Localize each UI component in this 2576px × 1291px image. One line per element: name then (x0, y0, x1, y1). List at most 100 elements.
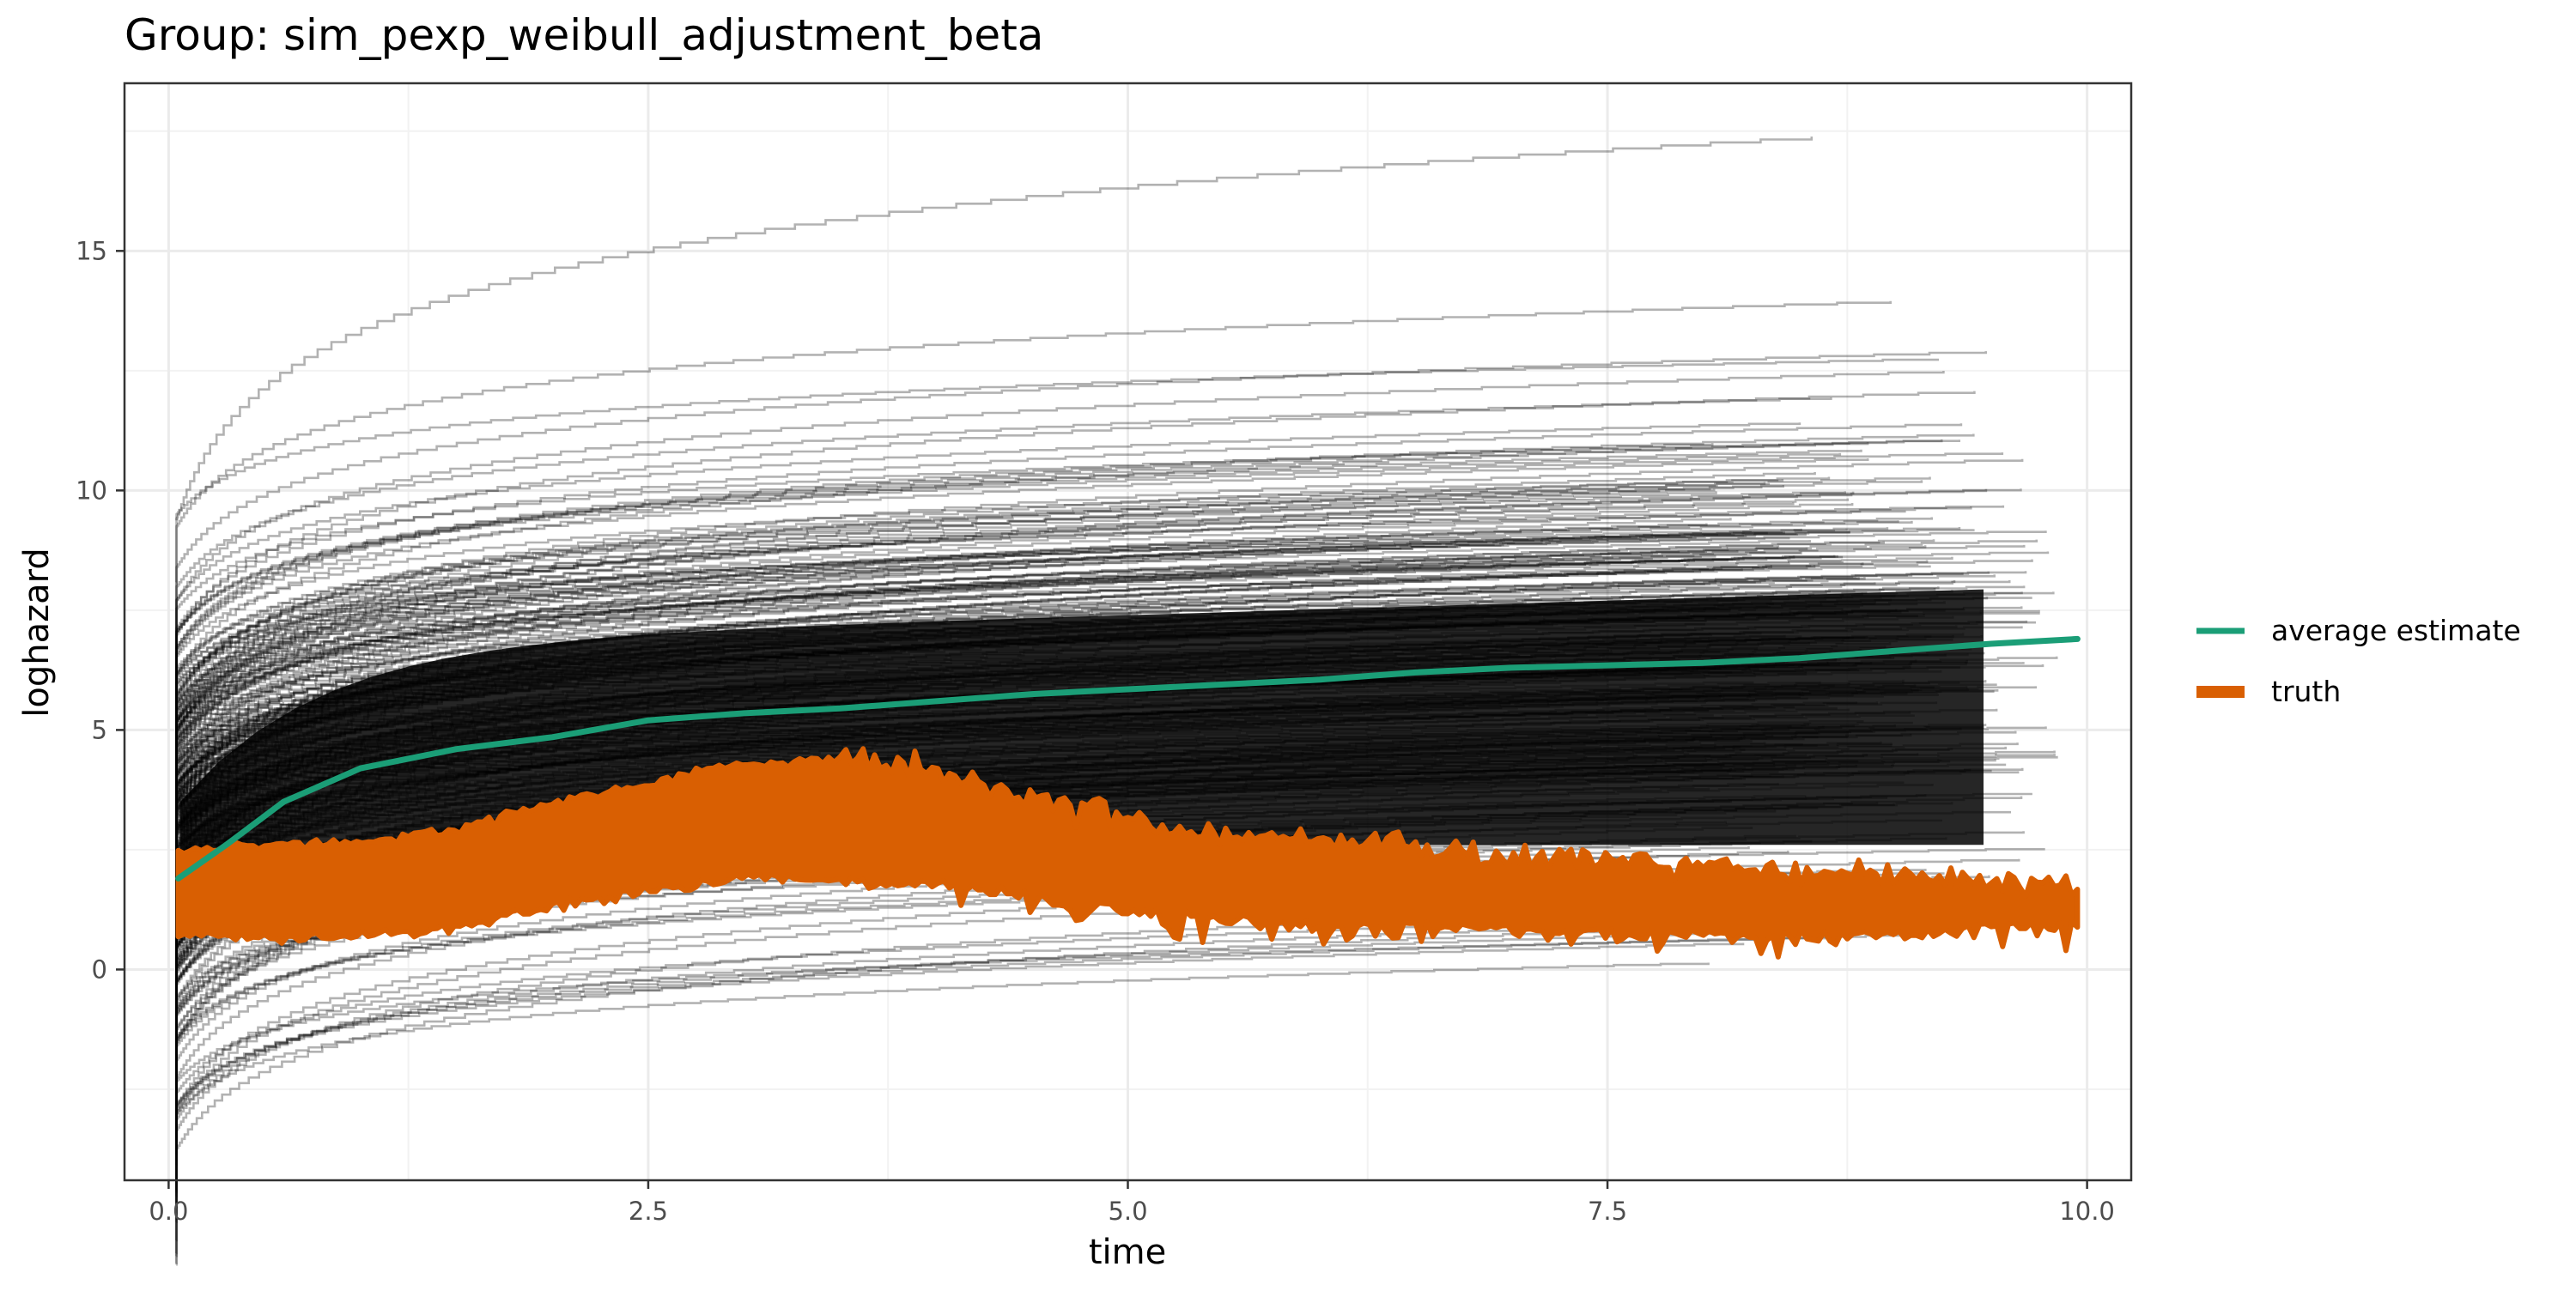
simulation-run (175, 555, 1716, 822)
simulation-run (175, 472, 1816, 812)
simulation-run (175, 556, 1953, 907)
simulation-run (175, 555, 1836, 906)
simulation-run (175, 565, 1931, 814)
simulation-run (175, 449, 1862, 669)
simulation-run (175, 458, 1869, 766)
simulation-run (175, 936, 1832, 1122)
simulation-run (175, 485, 1784, 743)
simulation-run (175, 422, 1801, 694)
simulation-run (175, 582, 1876, 883)
y-tick-label: 5 (92, 715, 107, 744)
y-tick-label: 0 (92, 955, 107, 984)
y-axis-title: loghazard (17, 548, 57, 717)
simulation-run (175, 905, 1752, 1266)
simulation-run (175, 528, 1802, 771)
simulation-run (175, 555, 1838, 790)
simulation-run (175, 962, 1710, 1258)
legend: average estimate truth (2196, 614, 2521, 708)
simulation-run (175, 523, 1708, 803)
simulation-run (175, 488, 1716, 863)
x-tick-label: 2.5 (629, 1197, 668, 1226)
simulation-run (175, 536, 1790, 782)
simulation-run (175, 541, 1885, 852)
simulation-run (175, 919, 1807, 1223)
legend-label: truth (2271, 675, 2341, 708)
simulation-run (175, 520, 1913, 793)
simulation-run (175, 546, 1779, 871)
simulation-run (175, 351, 1987, 650)
simulation-run (175, 423, 1963, 705)
simulation-run (175, 591, 1868, 777)
simulation-run (175, 527, 1889, 848)
truth-series (175, 746, 2081, 960)
simulation-run (175, 397, 1832, 693)
simulation-run (175, 482, 1766, 776)
simulation-run (175, 530, 2047, 754)
simulation-run (175, 568, 1743, 749)
simulation-run (175, 371, 1945, 752)
simulation-run (175, 136, 1814, 521)
simulation-run (175, 498, 1850, 821)
simulation-run (175, 915, 2040, 1242)
simulation-run (175, 545, 1927, 885)
legend-item: truth (2196, 675, 2341, 708)
simulation-run (175, 439, 1943, 777)
simulation-run (175, 559, 1728, 879)
simulation-run (175, 551, 2050, 803)
simulation-run (175, 506, 1972, 855)
simulation-run (175, 531, 1768, 727)
simulation-run (175, 505, 2005, 832)
y-tick-label: 15 (76, 236, 107, 265)
simulation-run (175, 562, 1864, 883)
simulation-run (175, 491, 1855, 865)
simulation-run (175, 518, 1732, 828)
simulation-run (175, 442, 1869, 736)
x-tick-label: 7.5 (1588, 1197, 1627, 1226)
simulation-run (175, 391, 1976, 742)
average-estimate-series (175, 635, 2081, 882)
x-axis-title: time (1089, 1233, 1166, 1272)
simulation-run (175, 488, 2022, 889)
simulation-run (175, 540, 1812, 749)
simulation-run (175, 573, 1964, 864)
legend-label: average estimate (2271, 614, 2521, 647)
simulation-run (175, 539, 2038, 948)
simulation-run (175, 527, 1961, 852)
simulation-run (175, 452, 1842, 771)
simulation-run (175, 502, 1795, 791)
simulation-run (175, 503, 1854, 838)
x-tick-label: 0.0 (149, 1197, 188, 1226)
simulation-run (175, 942, 1745, 1197)
simulation-run (175, 531, 1785, 733)
simulation-run (175, 555, 1795, 912)
simulation-run (175, 544, 2026, 859)
x-tick-label: 10.0 (2059, 1197, 2115, 1226)
simulation-run (175, 443, 1714, 777)
simulation-run (175, 547, 1808, 819)
simulation-run (175, 439, 1960, 688)
chart-title: Group: sim_pexp_weibull_adjustment_beta (125, 10, 1043, 60)
simulation-run (175, 479, 1784, 743)
truth-band (175, 746, 2081, 960)
x-tick-label: 5.0 (1108, 1197, 1147, 1226)
simulation-run (175, 529, 1975, 776)
y-tick-label: 10 (76, 476, 107, 505)
simulation-run (175, 458, 2024, 835)
simulation-run (175, 476, 1931, 811)
simulation-run (175, 476, 1831, 816)
x-axis: 0.0 2.5 5.0 7.5 10.0 (149, 1180, 2115, 1226)
simulation-run (175, 510, 1906, 760)
simulation-run (175, 358, 1939, 584)
simulation-run (175, 520, 1899, 773)
simulation-run (175, 539, 1935, 845)
legend-item: average estimate (2196, 614, 2521, 647)
simulation-run (175, 480, 1923, 814)
simulation-run (175, 533, 1807, 806)
simulation-run (175, 517, 1933, 842)
simulation-run (175, 300, 1892, 735)
average-estimate-line (175, 635, 2081, 882)
simulation-run (175, 488, 1988, 861)
simulation-run (175, 555, 1844, 791)
simulation-run (175, 916, 1765, 1194)
